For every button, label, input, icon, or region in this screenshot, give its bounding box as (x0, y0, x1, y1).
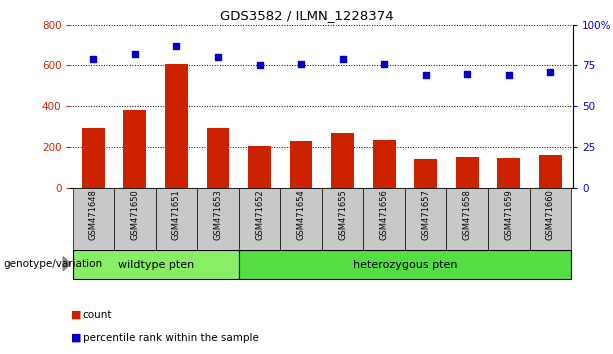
Point (88, 56, 98, 62)
Bar (248, 146, 271, 188)
Point (462, 71, 472, 76)
Bar (539, 155, 562, 188)
Bar (165, 64, 188, 188)
Bar (238, 250, 571, 279)
Text: GSM471651: GSM471651 (172, 189, 181, 240)
Bar (280, 188, 322, 250)
Bar (72, 188, 114, 250)
Text: GSM471656: GSM471656 (379, 189, 389, 240)
Text: GSM471650: GSM471650 (131, 189, 139, 240)
Text: genotype/variation: genotype/variation (3, 259, 102, 269)
Bar (456, 157, 479, 188)
Text: percentile rank within the sample: percentile rank within the sample (83, 333, 259, 343)
Text: heterozygous pten: heterozygous pten (352, 259, 457, 270)
Bar (82, 127, 105, 188)
Text: count: count (83, 310, 112, 320)
Text: GSM471648: GSM471648 (89, 189, 98, 240)
Bar (72, 250, 238, 279)
Text: GSM471660: GSM471660 (546, 189, 555, 240)
Point (504, 73, 514, 78)
Bar (405, 188, 446, 250)
Text: ■: ■ (70, 310, 81, 320)
Bar (497, 158, 520, 188)
Bar (446, 188, 488, 250)
Bar (331, 133, 354, 188)
Point (379, 61, 389, 67)
Bar (238, 188, 280, 250)
Bar (488, 188, 530, 250)
Point (296, 61, 306, 67)
Bar (373, 140, 395, 188)
Bar (207, 127, 229, 188)
Point (338, 56, 348, 62)
Bar (322, 188, 364, 250)
Text: GSM471659: GSM471659 (504, 189, 513, 240)
Text: GSM471658: GSM471658 (463, 189, 472, 240)
Point (546, 69, 555, 75)
Text: GSM471653: GSM471653 (213, 189, 223, 240)
Text: wildtype pten: wildtype pten (118, 259, 194, 270)
Bar (530, 188, 571, 250)
Text: GSM471657: GSM471657 (421, 189, 430, 240)
Bar (156, 188, 197, 250)
Point (254, 63, 264, 68)
Bar (364, 188, 405, 250)
Bar (114, 188, 156, 250)
Point (172, 43, 181, 49)
Bar (414, 159, 437, 188)
Point (421, 73, 430, 78)
Text: GSM471655: GSM471655 (338, 189, 347, 240)
Point (130, 51, 140, 57)
Bar (197, 188, 238, 250)
Text: GSM471654: GSM471654 (297, 189, 305, 240)
Text: GDS3582 / ILMN_1228374: GDS3582 / ILMN_1228374 (219, 9, 394, 22)
Bar (123, 110, 147, 188)
Text: GSM471652: GSM471652 (255, 189, 264, 240)
FancyArrow shape (63, 257, 70, 271)
Bar (289, 141, 313, 188)
Text: ■: ■ (70, 333, 81, 343)
Point (213, 55, 223, 60)
